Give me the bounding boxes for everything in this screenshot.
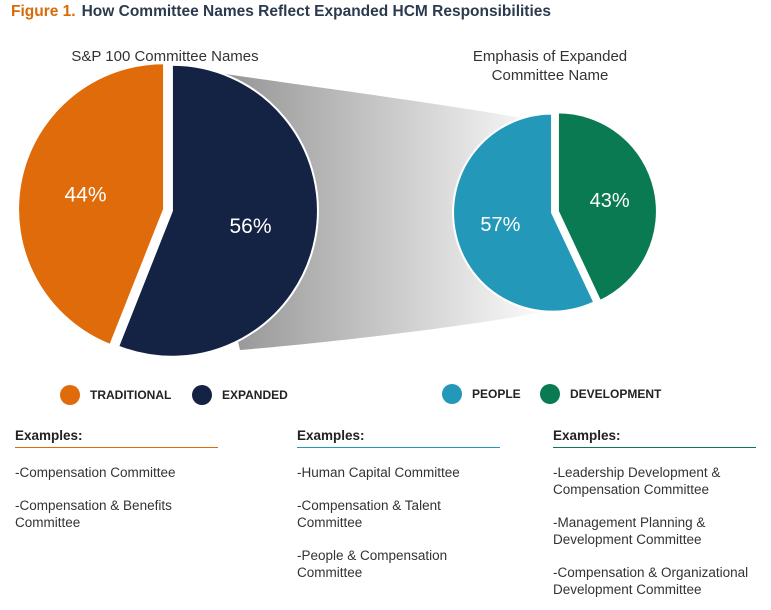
legend-swatch-expanded <box>192 385 212 405</box>
pie-slice-traditional <box>17 62 166 347</box>
examples-people: Examples: -Human Capital Committee -Comp… <box>297 428 500 581</box>
data-label-traditional: 44% <box>64 184 106 207</box>
legend-swatch-development <box>540 384 560 404</box>
left-chart-title: S&P 100 Committee Names <box>71 48 259 65</box>
example-item: -People & Compensation Committee <box>297 548 448 580</box>
examples-heading: Examples: <box>297 428 500 448</box>
example-item: -Management Planning & Development Commi… <box>553 515 706 547</box>
legend-label-people: PEOPLE <box>472 387 521 401</box>
example-item: -Compensation & Benefits Committee <box>15 498 172 530</box>
example-item: -Compensation & Talent Committee <box>297 498 441 530</box>
pie-charts: 44% 56% 57% 43% <box>17 62 658 358</box>
legend-swatch-people <box>442 384 462 404</box>
right-chart-title: Emphasis of Expanded Committee Name <box>472 48 628 84</box>
data-label-development: 43% <box>590 190 630 212</box>
example-item: -Compensation & Organizational Developme… <box>553 565 749 597</box>
example-item: -Leadership Development & Compensation C… <box>553 465 721 497</box>
legend-label-traditional: TRADITIONAL <box>90 388 172 402</box>
data-label-expanded: 56% <box>229 215 271 238</box>
legend-traditional: TRADITIONAL <box>60 385 171 405</box>
example-item: -Compensation Committee <box>15 465 176 480</box>
examples-heading: Examples: <box>15 428 218 448</box>
figure-title-text: How Committee Names Reflect Expanded HCM… <box>81 3 552 20</box>
legend-label-expanded: EXPANDED <box>222 388 288 402</box>
figure-number: Figure 1. <box>11 3 76 20</box>
pie-slice-people <box>452 112 596 313</box>
examples-heading: Examples: <box>553 428 756 448</box>
examples-traditional: Examples: -Compensation Committee -Compe… <box>15 428 218 531</box>
legend-swatch-traditional <box>60 385 80 405</box>
data-label-people: 57% <box>480 214 520 236</box>
legend-people: PEOPLE <box>442 384 521 404</box>
examples-development: Examples: -Leadership Development & Comp… <box>553 428 756 598</box>
pie-slice-expanded <box>116 63 319 358</box>
pie-slice-development <box>556 111 658 303</box>
example-item: -Human Capital Committee <box>297 465 460 480</box>
figure-title: Figure 1. How Committee Names Reflect Exp… <box>11 3 551 21</box>
legend-development: DEVELOPMENT <box>540 384 661 404</box>
legend-label-development: DEVELOPMENT <box>570 387 662 401</box>
legend-expanded: EXPANDED <box>192 385 288 405</box>
